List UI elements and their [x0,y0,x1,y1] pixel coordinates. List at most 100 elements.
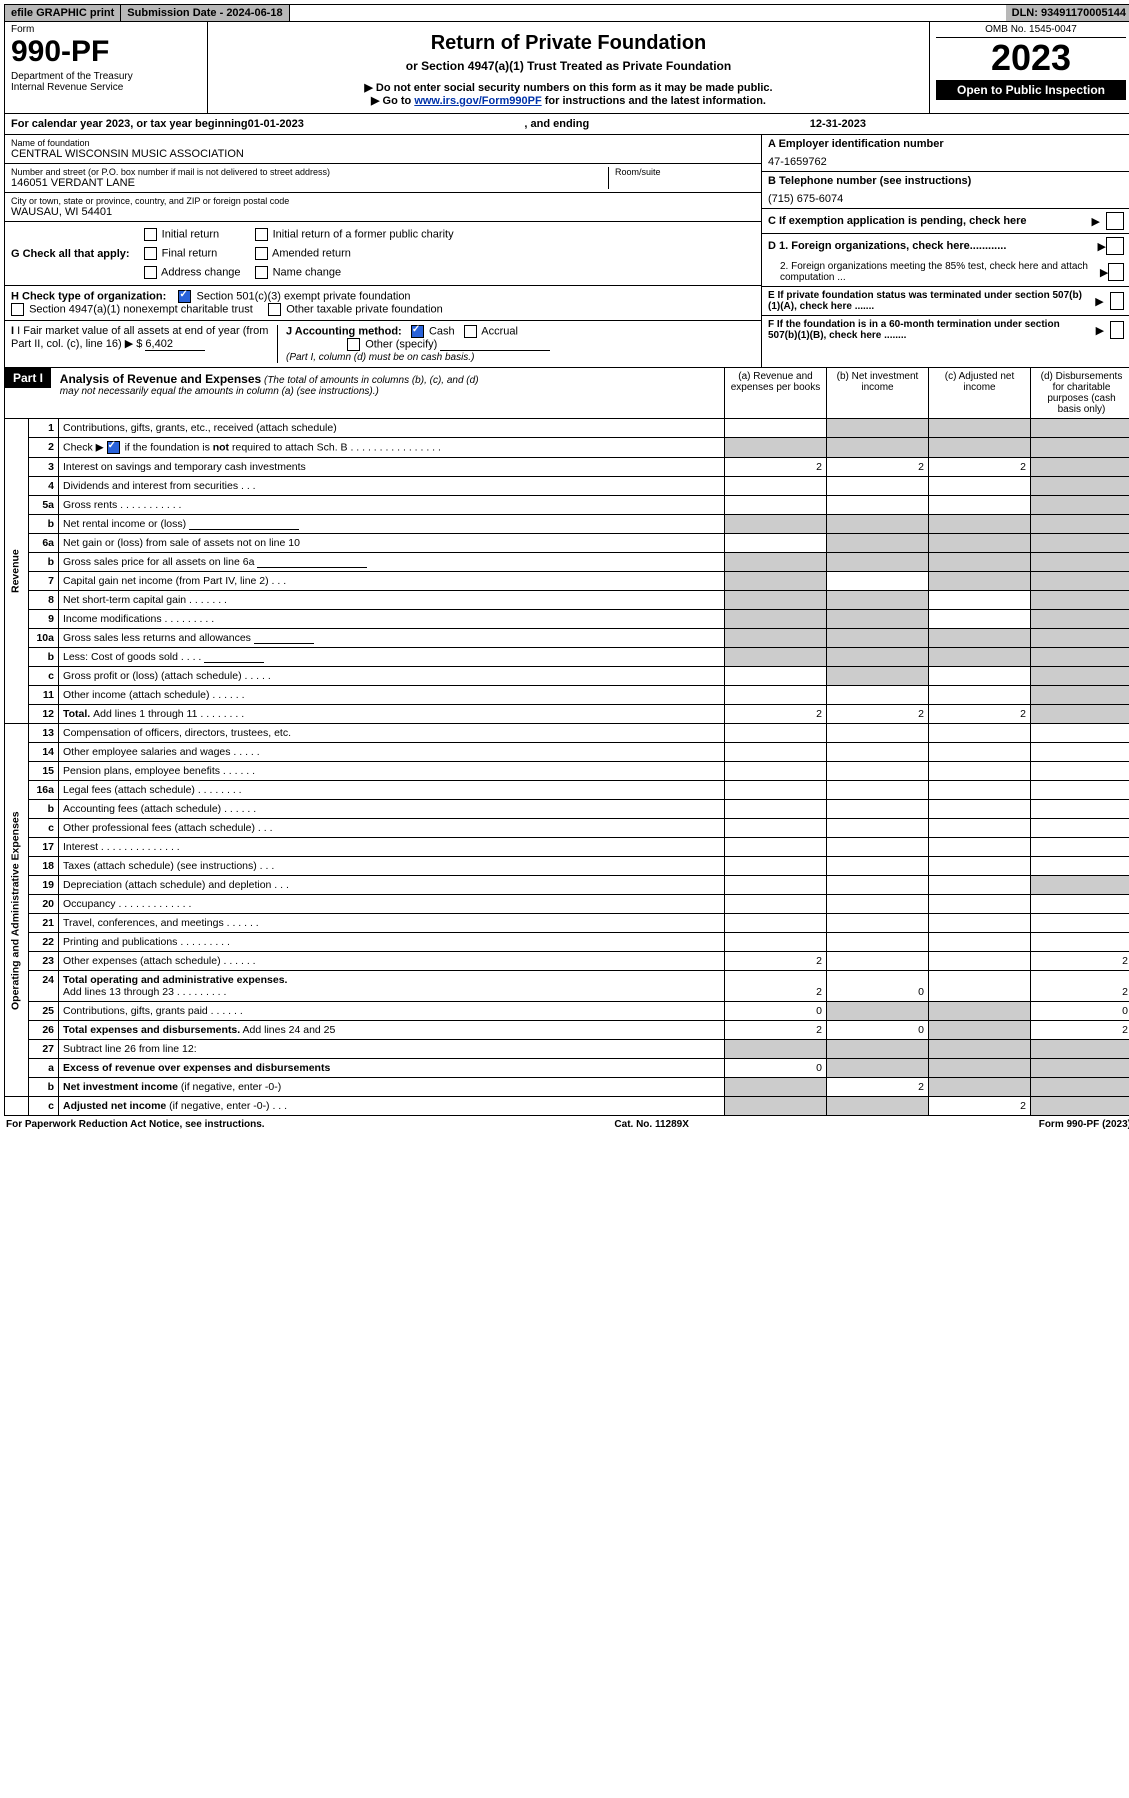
data-cell [1031,838,1129,857]
checkbox-d2[interactable] [1108,263,1124,281]
checkbox-schb[interactable] [107,441,120,454]
page-footer: For Paperwork Reduction Act Notice, see … [4,1116,1129,1133]
data-cell [1031,705,1129,724]
address-change-label: Address change [161,266,241,278]
data-cell [725,838,827,857]
arrow-icon: ▶ [1098,240,1106,253]
data-cell [1031,477,1129,496]
data-cell [827,1040,929,1059]
d2-label: 2. Foreign organizations meeting the 85%… [780,261,1100,283]
checkbox-c[interactable] [1106,212,1124,230]
input-line [189,518,299,530]
goto-suffix: for instructions and the latest informat… [542,95,766,107]
line-no: 25 [29,1002,59,1021]
line-no: c [29,1097,59,1116]
checkbox-name-change[interactable] [255,266,268,279]
cal-pad [866,118,1126,130]
data-cell: 2 [725,971,827,1002]
g-col1: Initial return Final return Address chan… [144,228,241,279]
open-public-badge: Open to Public Inspection [936,80,1126,100]
checkbox-amended-return[interactable] [255,247,268,260]
line-desc: Other employee salaries and wages . . . … [59,743,725,762]
data-cell [827,553,929,572]
line-no: 3 [29,458,59,477]
data-cell [725,800,827,819]
l2-post: if the foundation is not required to att… [122,441,351,453]
data-cell [827,686,929,705]
l24b-text: Add lines 13 through 23 . . . . . . . . … [63,986,226,998]
line-no: 4 [29,477,59,496]
data-cell [929,496,1031,515]
city-label: City or town, state or province, country… [11,196,755,206]
line-desc: Other income (attach schedule) . . . . .… [59,686,725,705]
form-number: 990-PF [11,35,201,69]
h-label: H Check type of organization: [11,290,166,302]
data-cell [827,762,929,781]
data-cell [827,895,929,914]
checkbox-initial-return[interactable] [144,228,157,241]
line-no: b [29,553,59,572]
d-cell: D 1. Foreign organizations, check here..… [762,234,1129,287]
checkbox-cash[interactable] [411,325,424,338]
data-cell [929,629,1031,648]
checkbox-final-return[interactable] [144,247,157,260]
irs-link[interactable]: www.irs.gov/Form990PF [414,95,541,107]
table-row: 17 Interest . . . . . . . . . . . . . . [5,838,1129,857]
data-cell: 2 [827,1078,929,1097]
line-desc: Net rental income or (loss) [59,515,725,534]
table-row: b Net rental income or (loss) [5,515,1129,534]
data-cell: 0 [827,971,929,1002]
data-cell [827,591,929,610]
data-cell [1031,1059,1129,1078]
data-cell [5,1097,29,1116]
checkbox-d1[interactable] [1106,237,1124,255]
line-desc: Printing and publications . . . . . . . … [59,933,725,952]
data-cell [827,800,929,819]
line-no: 17 [29,838,59,857]
checkbox-4947a1[interactable] [11,303,24,316]
revenue-side-label: Revenue [5,419,29,724]
checkbox-address-change[interactable] [144,266,157,279]
data-cell [1031,1097,1129,1116]
line-no: 26 [29,1021,59,1040]
data-cell [725,857,827,876]
line-desc: Contributions, gifts, grants paid . . . … [59,1002,725,1021]
top-bar: efile GRAPHIC print Submission Date - 20… [4,4,1129,22]
header-left: Form 990-PF Department of the Treasury I… [5,22,208,113]
line-desc: Total operating and administrative expen… [59,971,725,1002]
street-address: 146051 VERDANT LANE [11,177,608,189]
input-line [254,632,314,644]
arrow-icon: ▶ [1096,324,1104,337]
checkbox-other-method[interactable] [347,338,360,351]
data-cell [929,724,1031,743]
amended-return-label: Amended return [272,247,351,259]
data-cell [725,781,827,800]
goto-note: ▶ Go to www.irs.gov/Form990PF for instru… [214,94,923,107]
form-title: Return of Private Foundation [214,32,923,55]
checkbox-other-taxable[interactable] [268,303,281,316]
dln-label: DLN: 93491170005144 [1006,5,1129,21]
line-no: 18 [29,857,59,876]
checkbox-501c3[interactable] [178,290,191,303]
checkbox-initial-former[interactable] [255,228,268,241]
table-row: Operating and Administrative Expenses 13… [5,724,1129,743]
data-cell [827,1002,929,1021]
checkbox-accrual[interactable] [464,325,477,338]
line-no: c [29,819,59,838]
line-desc: Interest . . . . . . . . . . . . . . [59,838,725,857]
data-cell [929,1059,1031,1078]
line-desc: Check ▶ if the foundation is not require… [59,438,725,458]
data-cell [725,438,827,458]
line-no: 22 [29,933,59,952]
data-cell [929,1002,1031,1021]
table-row: 10a Gross sales less returns and allowan… [5,629,1129,648]
checkbox-e[interactable] [1110,292,1124,310]
data-cell [1031,515,1129,534]
foundation-name: CENTRAL WISCONSIN MUSIC ASSOCIATION [11,148,755,160]
data-cell: 2 [929,1097,1031,1116]
checkbox-f[interactable] [1110,321,1124,339]
data-cell [827,1097,929,1116]
efile-label[interactable]: efile GRAPHIC print [5,5,121,21]
line-desc: Travel, conferences, and meetings . . . … [59,914,725,933]
data-cell: 2 [725,705,827,724]
